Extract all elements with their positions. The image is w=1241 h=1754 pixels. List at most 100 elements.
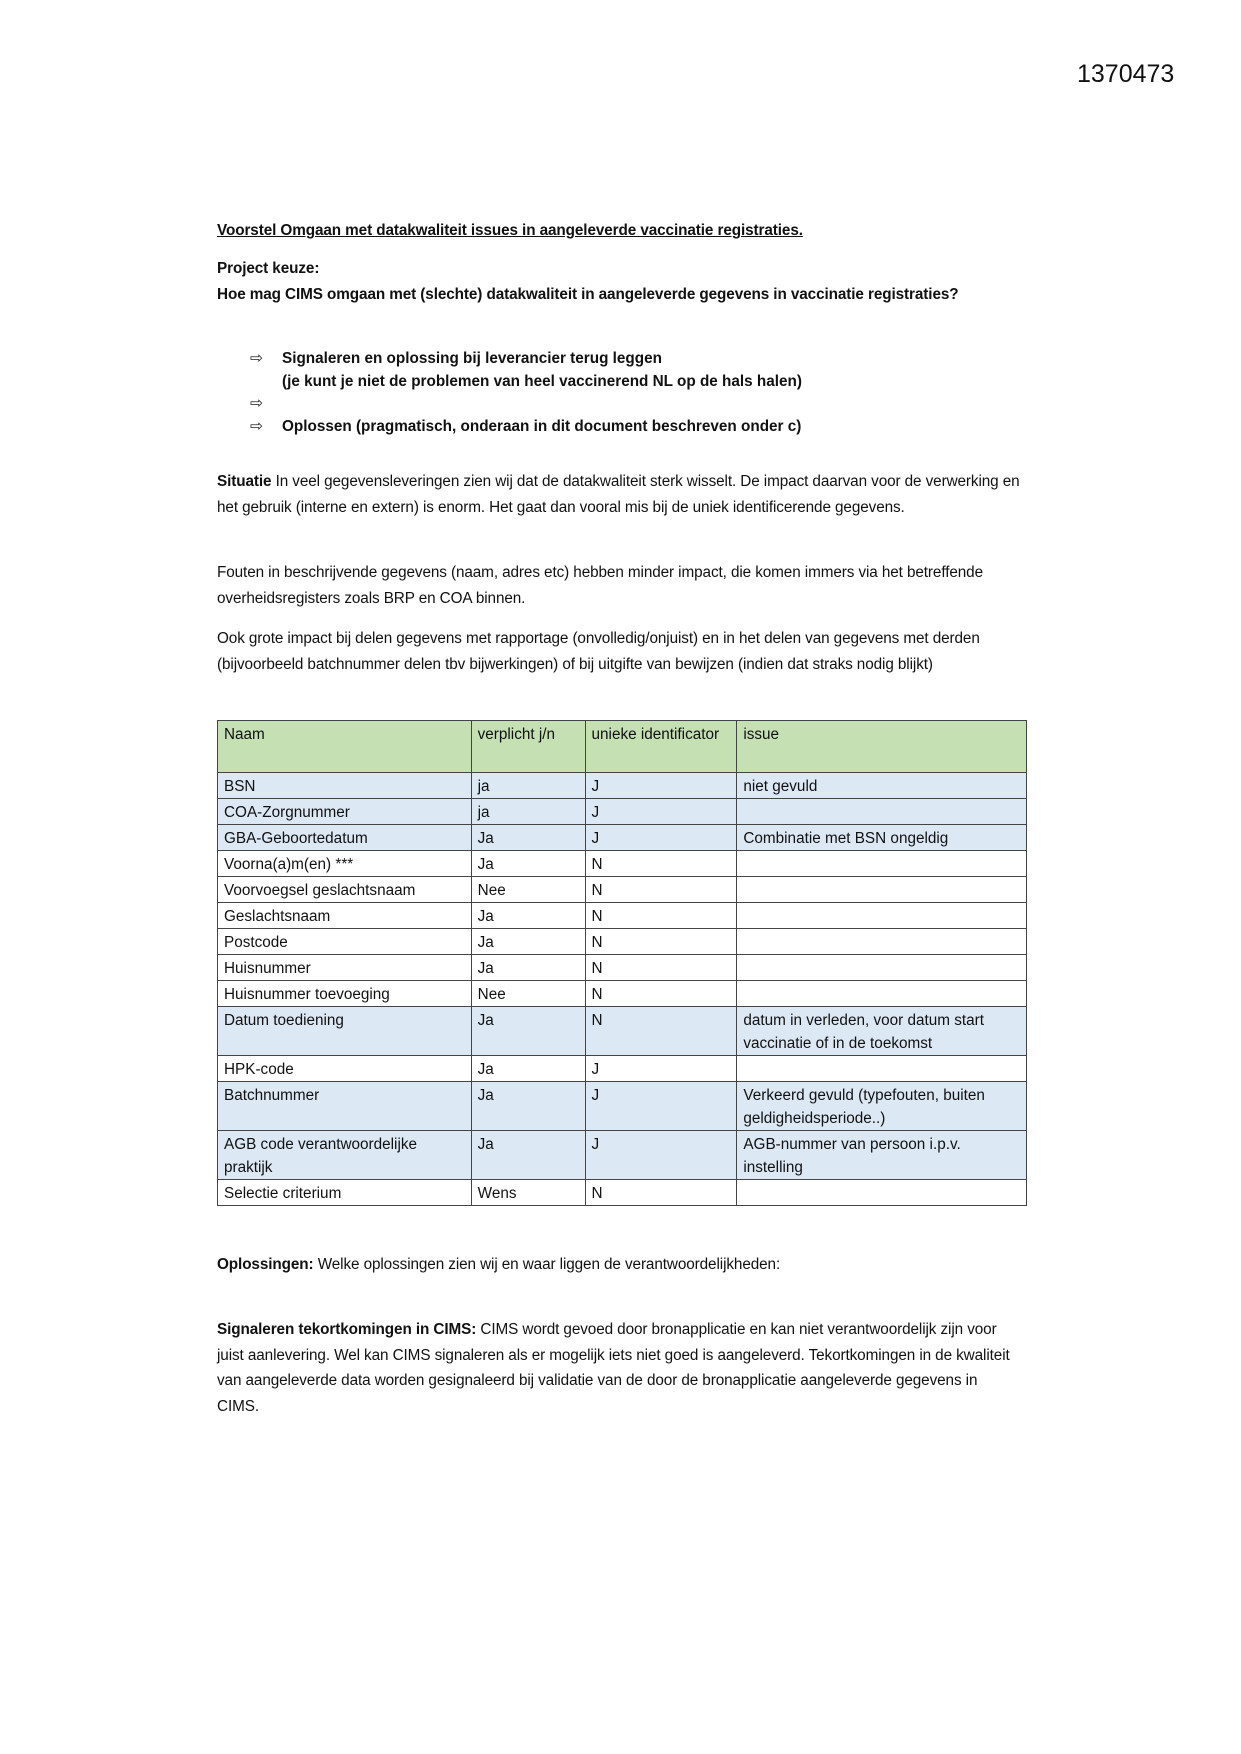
cell-verplicht: Ja — [470, 1055, 586, 1082]
bullet-item: ⇨ Oplossen (pragmatisch, onderaan in dit… — [250, 416, 802, 439]
cell-naam: Huisnummer — [217, 954, 472, 981]
table-row: Geslachtsnaam Ja N — [217, 902, 1027, 929]
cell-issue: Verkeerd gevuld (typefouten, buiten geld… — [736, 1081, 1027, 1131]
table-row: Batchnummer Ja J Verkeerd gevuld (typefoute… — [217, 1081, 1027, 1131]
bullet-subtext: (je kunt je niet de problemen van heel v… — [282, 372, 802, 390]
cell-verplicht: ja — [470, 798, 586, 825]
cell-issue — [736, 876, 1027, 903]
oplossingen-text: Welke oplossingen zien wij en waar ligge… — [313, 1256, 781, 1273]
table-row: GBA-Geboortedatum Ja J Combinatie met BSN … — [217, 824, 1027, 851]
cell-naam: Voorna(a)m(en) *** — [217, 850, 472, 877]
cell-verplicht: ja — [470, 772, 586, 799]
cell-naam: HPK-code — [217, 1055, 472, 1082]
cell-issue — [736, 1179, 1027, 1206]
oplossingen-paragraph: Oplossingen: Welke oplossingen zien wij … — [217, 1252, 1022, 1278]
document-number: 1370473 — [1077, 60, 1175, 88]
cell-uniek: N — [584, 850, 738, 877]
cell-naam: Voorvoegsel geslachtsnaam — [217, 876, 472, 903]
cell-verplicht: Ja — [470, 954, 586, 981]
table-header-row: Naam verplicht j/n unieke identificator … — [217, 720, 1027, 773]
cell-issue — [736, 902, 1027, 929]
cell-uniek: N — [584, 980, 738, 1007]
situatie-text: In veel gegevensleveringen zien wij dat … — [217, 473, 1020, 516]
cell-issue — [736, 954, 1027, 981]
cell-issue: niet gevuld — [736, 772, 1027, 799]
signaleren-paragraph: Signaleren tekortkomingen in CIMS: CIMS … — [217, 1317, 1022, 1420]
situatie-label: Situatie — [217, 473, 272, 490]
cell-naam: Huisnummer toevoeging — [217, 980, 472, 1007]
project-question: Hoe mag CIMS omgaan met (slechte) datakw… — [217, 286, 959, 303]
cell-naam: AGB code verantwoordelijke praktijk — [217, 1130, 472, 1180]
header-naam: Naam — [217, 720, 472, 773]
table-row: Huisnummer Ja N — [217, 954, 1027, 981]
cell-verplicht: Ja — [470, 1081, 586, 1131]
fouten-paragraph: Fouten in beschrijvende gegevens (naam, … — [217, 564, 983, 607]
document-title: Voorstel Omgaan met datakwaliteit issues… — [217, 222, 803, 239]
situatie-paragraph: Situatie In veel gegevensleveringen zien… — [217, 469, 1022, 520]
table-row: COA-Zorgnummer ja J — [217, 798, 1027, 825]
cell-verplicht: Wens — [470, 1179, 586, 1206]
bullet-text: Signaleren en oplossing bij leverancier … — [282, 350, 662, 367]
cell-naam: Datum toediening — [217, 1006, 472, 1056]
bullet-list: ⇨ Signaleren en oplossing bij leverancie… — [250, 348, 802, 438]
bullet-item: ⇨ Signaleren en oplossing bij leverancie… — [250, 348, 802, 393]
data-quality-table: Naam verplicht j/n unieke identificator … — [217, 720, 1027, 1206]
cell-verplicht: Ja — [470, 1006, 586, 1056]
cell-uniek: J — [584, 1130, 738, 1180]
header-uniek: unieke identificator — [584, 720, 738, 773]
cell-naam: Selectie criterium — [217, 1179, 472, 1206]
cell-uniek: J — [584, 1081, 738, 1131]
table-row: Voorna(a)m(en) *** Ja N — [217, 850, 1027, 877]
cell-verplicht: Ja — [470, 824, 586, 851]
cell-uniek: N — [584, 928, 738, 955]
cell-issue — [736, 850, 1027, 877]
bullet-text: Oplossen (pragmatisch, onderaan in dit d… — [282, 417, 802, 435]
cell-uniek: N — [584, 954, 738, 981]
header-issue: issue — [736, 720, 1027, 773]
table-row: Postcode Ja N — [217, 928, 1027, 955]
cell-issue: Combinatie met BSN ongeldig — [736, 824, 1027, 851]
bullet-item: ⇨ — [250, 393, 802, 416]
header-verplicht: verplicht j/n — [470, 720, 586, 773]
cell-naam: BSN — [217, 772, 472, 799]
table-row: HPK-code Ja J — [217, 1055, 1027, 1082]
signaleren-text: CIMS wordt gevoed door bronapplicatie en… — [217, 1321, 1010, 1416]
cell-issue — [736, 980, 1027, 1007]
cell-naam: Batchnummer — [217, 1081, 472, 1131]
cell-issue — [736, 1055, 1027, 1082]
cell-naam: COA-Zorgnummer — [217, 798, 472, 825]
table-row: Huisnummer toevoeging Nee N — [217, 980, 1027, 1007]
cell-issue — [736, 928, 1027, 955]
arrow-right-icon: ⇨ — [250, 350, 263, 367]
cell-issue: datum in verleden, voor datum start vacc… — [736, 1006, 1027, 1056]
cell-naam: GBA-Geboortedatum — [217, 824, 472, 851]
cell-verplicht: Ja — [470, 1130, 586, 1180]
cell-uniek: N — [584, 1179, 738, 1206]
cell-naam: Geslachtsnaam — [217, 902, 472, 929]
arrow-right-icon: ⇨ — [250, 417, 263, 435]
cell-uniek: N — [584, 902, 738, 929]
cell-uniek: J — [584, 798, 738, 825]
cell-verplicht: Ja — [470, 850, 586, 877]
cell-verplicht: Nee — [470, 876, 586, 903]
project-label: Project keuze: — [217, 260, 320, 277]
cell-uniek: J — [584, 1055, 738, 1082]
cell-uniek: J — [584, 772, 738, 799]
oplossingen-label: Oplossingen: — [217, 1256, 314, 1273]
table-row: Selectie criterium Wens N — [217, 1179, 1027, 1206]
table-row: Voorvoegsel geslachtsnaam Nee N — [217, 876, 1027, 903]
cell-verplicht: Ja — [470, 902, 586, 929]
cell-verplicht: Nee — [470, 980, 586, 1007]
cell-issue: AGB-nummer van persoon i.p.v. instelling — [736, 1130, 1027, 1180]
cell-issue — [736, 798, 1027, 825]
cell-uniek: N — [584, 876, 738, 903]
table-row: AGB code verantwoordelijke praktijk Ja J AG… — [217, 1130, 1027, 1180]
cell-naam: Postcode — [217, 928, 472, 955]
cell-verplicht: Ja — [470, 928, 586, 955]
signaleren-label: Signaleren tekortkomingen in CIMS: — [217, 1321, 477, 1338]
cell-uniek: J — [584, 824, 738, 851]
cell-uniek: N — [584, 1006, 738, 1056]
arrow-right-icon: ⇨ — [250, 395, 263, 412]
